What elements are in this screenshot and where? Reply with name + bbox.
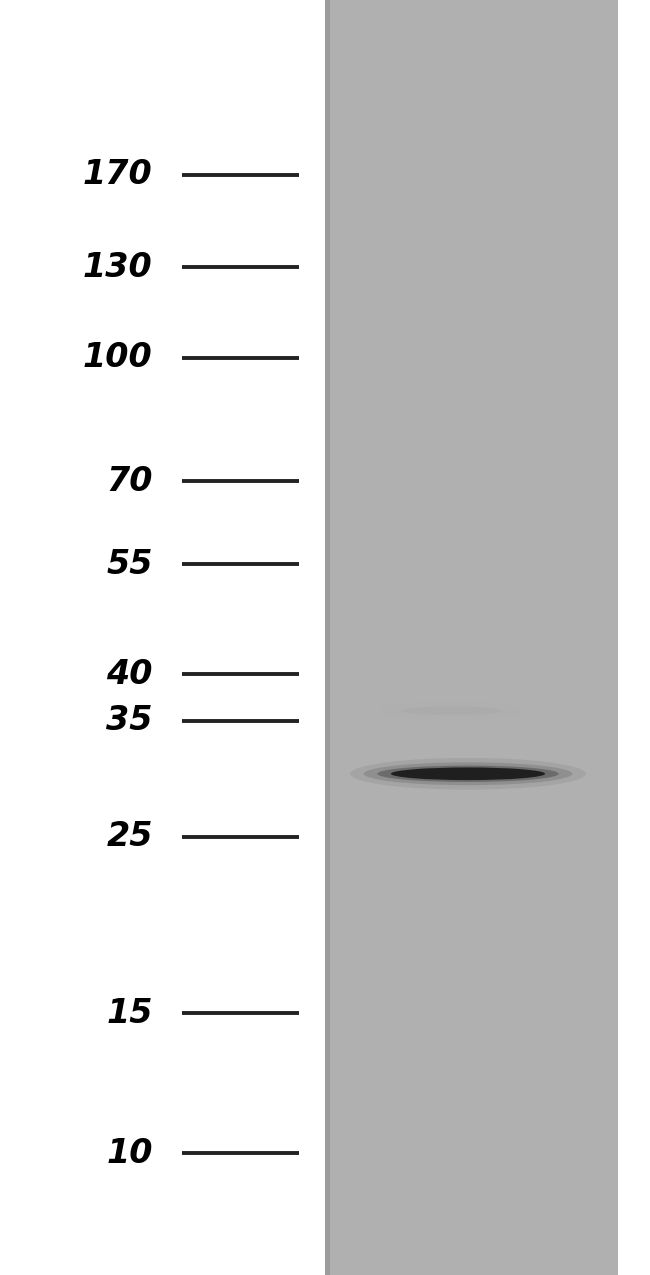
Ellipse shape — [380, 701, 524, 720]
Ellipse shape — [364, 762, 572, 785]
Ellipse shape — [377, 765, 558, 782]
Text: 130: 130 — [83, 251, 153, 284]
Text: 35: 35 — [106, 704, 153, 737]
Text: 40: 40 — [106, 658, 153, 691]
Ellipse shape — [350, 757, 586, 789]
Ellipse shape — [402, 706, 502, 715]
Bar — [325, 0, 330, 1275]
Text: 25: 25 — [106, 820, 153, 853]
Text: 15: 15 — [106, 997, 153, 1030]
Text: 55: 55 — [106, 548, 153, 581]
Text: 70: 70 — [106, 464, 153, 497]
Bar — [325, 0, 618, 1275]
Ellipse shape — [391, 768, 545, 780]
Text: 100: 100 — [83, 342, 153, 375]
Text: 10: 10 — [106, 1137, 153, 1169]
Text: 170: 170 — [83, 158, 153, 191]
